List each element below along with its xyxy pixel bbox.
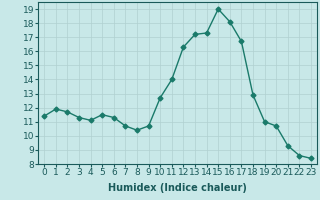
X-axis label: Humidex (Indice chaleur): Humidex (Indice chaleur) [108,183,247,193]
